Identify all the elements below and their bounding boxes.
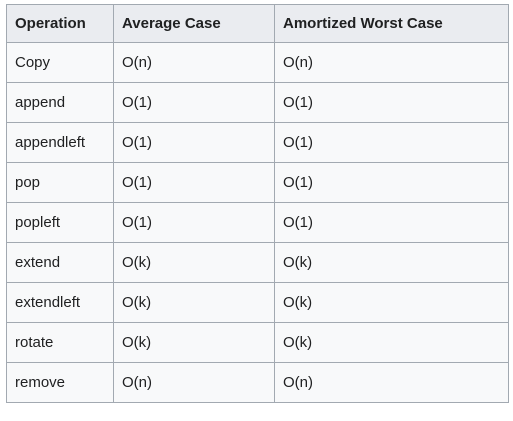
cell-average-case: O(n)	[113, 362, 275, 403]
cell-operation: pop	[6, 162, 114, 203]
header-operation: Operation	[6, 4, 114, 43]
cell-amortized-worst-case: O(n)	[274, 42, 509, 83]
cell-amortized-worst-case: O(k)	[274, 282, 509, 323]
cell-average-case: O(1)	[113, 162, 275, 203]
table-row: extendleft O(k) O(k)	[6, 282, 509, 323]
table-row: remove O(n) O(n)	[6, 362, 509, 403]
cell-amortized-worst-case: O(1)	[274, 162, 509, 203]
cell-operation: rotate	[6, 322, 114, 363]
table-row: popleft O(1) O(1)	[6, 202, 509, 243]
cell-amortized-worst-case: O(k)	[274, 322, 509, 363]
cell-operation: popleft	[6, 202, 114, 243]
complexity-table: Operation Average Case Amortized Worst C…	[6, 4, 509, 403]
table-row: appendleft O(1) O(1)	[6, 122, 509, 163]
cell-amortized-worst-case: O(1)	[274, 202, 509, 243]
cell-operation: append	[6, 82, 114, 123]
cell-amortized-worst-case: O(k)	[274, 242, 509, 283]
cell-operation: appendleft	[6, 122, 114, 163]
cell-operation: remove	[6, 362, 114, 403]
cell-average-case: O(k)	[113, 282, 275, 323]
cell-operation: extendleft	[6, 282, 114, 323]
cell-amortized-worst-case: O(n)	[274, 362, 509, 403]
cell-average-case: O(1)	[113, 122, 275, 163]
cell-amortized-worst-case: O(1)	[274, 82, 509, 123]
cell-average-case: O(k)	[113, 242, 275, 283]
cell-average-case: O(k)	[113, 322, 275, 363]
cell-average-case: O(1)	[113, 82, 275, 123]
table-row: rotate O(k) O(k)	[6, 322, 509, 363]
cell-average-case: O(1)	[113, 202, 275, 243]
table-row: pop O(1) O(1)	[6, 162, 509, 203]
table-row: append O(1) O(1)	[6, 82, 509, 123]
cell-amortized-worst-case: O(1)	[274, 122, 509, 163]
cell-operation: extend	[6, 242, 114, 283]
table-header-row: Operation Average Case Amortized Worst C…	[6, 4, 509, 43]
header-amortized-worst-case: Amortized Worst Case	[274, 4, 509, 43]
table-row: extend O(k) O(k)	[6, 242, 509, 283]
cell-average-case: O(n)	[113, 42, 275, 83]
header-average-case: Average Case	[113, 4, 275, 43]
table-row: Copy O(n) O(n)	[6, 42, 509, 83]
cell-operation: Copy	[6, 42, 114, 83]
table-container: Operation Average Case Amortized Worst C…	[6, 4, 509, 403]
